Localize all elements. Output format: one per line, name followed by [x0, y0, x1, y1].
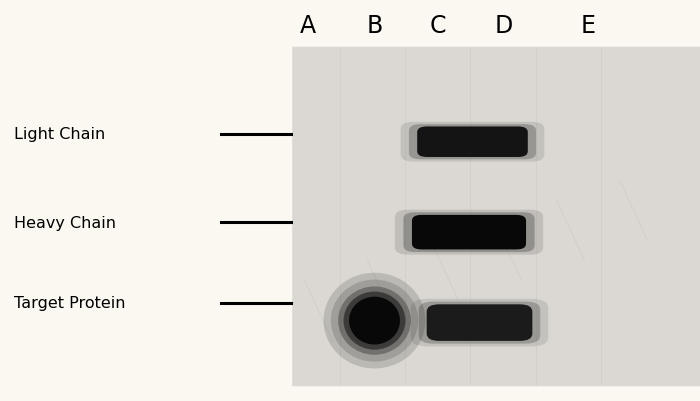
Text: Light Chain: Light Chain: [14, 127, 105, 142]
FancyBboxPatch shape: [400, 123, 545, 162]
FancyBboxPatch shape: [409, 125, 536, 160]
Ellipse shape: [323, 273, 426, 369]
Text: B: B: [366, 14, 383, 38]
FancyBboxPatch shape: [417, 127, 528, 158]
Ellipse shape: [349, 297, 400, 344]
FancyBboxPatch shape: [403, 213, 535, 252]
Bar: [290, 48, 700, 385]
Bar: [0, 0, 290, 401]
FancyBboxPatch shape: [419, 302, 540, 344]
Bar: [290, 48, 700, 385]
Text: Target Protein: Target Protein: [14, 295, 125, 310]
Ellipse shape: [338, 287, 411, 355]
Text: A: A: [300, 14, 316, 38]
FancyBboxPatch shape: [395, 210, 543, 255]
Text: C: C: [429, 14, 446, 38]
FancyBboxPatch shape: [411, 299, 548, 346]
Ellipse shape: [344, 292, 405, 350]
Ellipse shape: [331, 280, 418, 362]
Text: E: E: [580, 14, 596, 38]
Text: Heavy Chain: Heavy Chain: [14, 215, 116, 230]
FancyBboxPatch shape: [412, 215, 526, 250]
Text: D: D: [495, 14, 513, 38]
FancyBboxPatch shape: [427, 305, 533, 341]
